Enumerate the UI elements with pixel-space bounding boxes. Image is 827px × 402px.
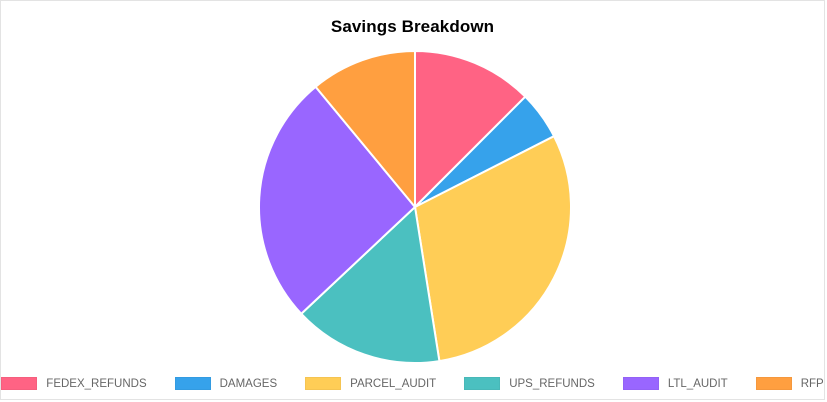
pie-slice[interactable] — [299, 204, 441, 364]
legend-item-label: RFP — [800, 377, 824, 390]
pie-slice[interactable] — [314, 49, 416, 210]
legend-item[interactable]: UPS_REFUNDS — [464, 377, 595, 390]
legend-color-swatch — [755, 377, 792, 390]
chart-legend: FEDEX_REFUNDS DAMAGES PARCEL_AUDIT UPS_REFU… — [1, 377, 824, 390]
legend-item-label: UPS_REFUNDS — [509, 377, 595, 390]
legend-item[interactable]: PARCEL_AUDIT — [305, 377, 436, 390]
legend-item[interactable]: LTL_AUDIT — [622, 377, 728, 390]
legend-color-swatch — [464, 377, 501, 390]
chart-title: Savings Breakdown — [330, 17, 495, 36]
legend-color-swatch — [622, 377, 659, 390]
legend-color-swatch — [305, 377, 342, 390]
legend-item[interactable]: FEDEX_REFUNDS — [1, 377, 147, 390]
pie-slice[interactable] — [413, 134, 572, 363]
legend-item-label: FEDEX_REFUNDS — [46, 377, 147, 390]
pie-slice[interactable] — [414, 49, 527, 210]
legend-item-label: DAMAGES — [219, 377, 278, 390]
legend-item-label: LTL_AUDIT — [667, 377, 728, 390]
legend-color-swatch — [174, 377, 211, 390]
pie-slice[interactable] — [258, 85, 417, 316]
legend-item-label: PARCEL_AUDIT — [350, 377, 437, 390]
legend-item[interactable]: RFP — [755, 377, 824, 390]
legend-color-swatch — [1, 377, 38, 390]
legend-item[interactable]: DAMAGES — [174, 377, 278, 390]
